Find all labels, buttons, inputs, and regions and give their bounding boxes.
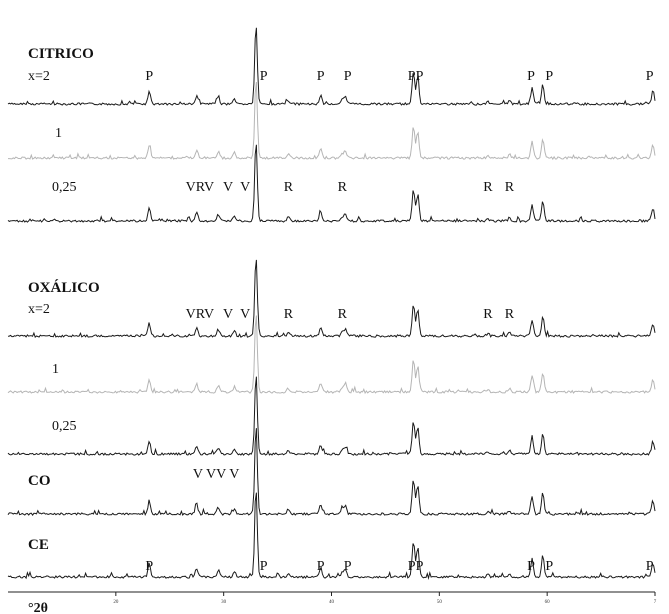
peak-annotation: P — [545, 69, 553, 84]
peak-annotation: P — [145, 559, 153, 574]
peak-annotation: P — [317, 559, 325, 574]
x-tick-label: 7 — [654, 600, 657, 605]
series-label: 0,25 — [52, 180, 77, 195]
peak-annotation: P — [545, 559, 553, 574]
peak-annotation: R — [483, 307, 493, 322]
peak-annotation: VRV — [186, 180, 214, 195]
sample-title: OXÁLICO — [28, 279, 100, 296]
diffraction-trace — [7, 315, 656, 395]
x-axis-title: °2θ — [28, 601, 48, 614]
sample-title: CO — [28, 473, 51, 489]
x-tick-label: 30 — [221, 600, 227, 605]
diffraction-trace — [7, 492, 656, 580]
sample-title: CITRICO — [28, 46, 94, 62]
peak-annotation: R — [505, 307, 515, 322]
diffraction-trace — [7, 259, 656, 338]
peak-annotation: P — [145, 69, 153, 84]
peak-annotation: V — [240, 180, 250, 195]
peak-annotation: P — [646, 69, 654, 84]
peak-annotation: P — [260, 69, 268, 84]
peak-annotation: P — [527, 69, 535, 84]
x-tick-label: 50 — [437, 600, 443, 605]
peak-annotation: VRV — [186, 307, 214, 322]
diffraction-traces — [7, 27, 656, 580]
peak-annotation: R — [284, 180, 294, 195]
peak-annotation: PP — [408, 69, 424, 84]
series-label: 0,25 — [52, 419, 77, 434]
peak-annotation: PP — [408, 559, 424, 574]
peak-annotation: R — [483, 180, 493, 195]
diffraction-trace — [7, 144, 656, 223]
series-label: x=2 — [28, 69, 50, 84]
diffraction-trace — [7, 428, 656, 516]
peak-annotation: R — [505, 180, 515, 195]
peak-annotation: P — [344, 69, 352, 84]
diffraction-trace — [7, 376, 656, 456]
diffraction-trace — [8, 81, 656, 161]
series-label: x=2 — [28, 302, 50, 317]
diffraction-trace — [7, 27, 656, 107]
peak-annotation: V — [223, 307, 233, 322]
peak-annotation: R — [338, 180, 348, 195]
peak-annotation: P — [260, 559, 268, 574]
series-label: 1 — [55, 126, 62, 141]
peak-annotation: R — [338, 307, 348, 322]
peak-annotation: V — [240, 307, 250, 322]
series-label: 1 — [52, 362, 59, 377]
x-axis: 20 30 40 50 60 7 — [8, 591, 657, 605]
peak-annotation: P — [646, 559, 654, 574]
sample-title: CE — [28, 537, 49, 553]
peak-annotation: V VV V — [193, 467, 239, 482]
peak-annotation: P — [317, 69, 325, 84]
peak-annotation: R — [284, 307, 294, 322]
peak-annotation: P — [344, 559, 352, 574]
peak-annotation: P — [527, 559, 535, 574]
x-tick-label: 40 — [329, 600, 335, 605]
peak-annotation: V — [223, 180, 233, 195]
x-tick-label: 60 — [545, 600, 551, 605]
x-tick-label: 20 — [113, 600, 119, 605]
